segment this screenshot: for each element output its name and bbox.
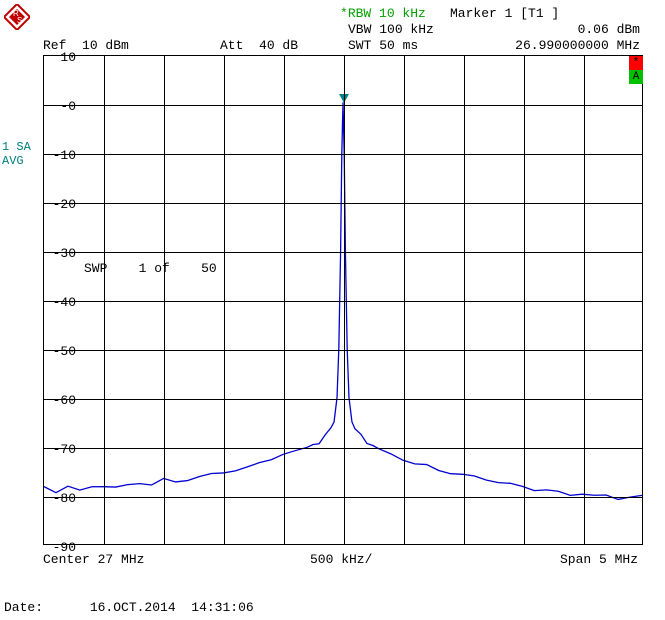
gridline-h — [44, 301, 642, 302]
svg-text:S: S — [17, 16, 22, 25]
marker-name: Marker 1 [T1 ] — [450, 6, 559, 21]
gridline-v — [284, 56, 285, 544]
gridline-h — [44, 497, 642, 498]
gridline-v — [464, 56, 465, 544]
gridline-h — [44, 448, 642, 449]
y-tick-label: -0 — [46, 99, 76, 114]
center-freq: Center 27 MHz — [43, 552, 144, 567]
att-readout: Att 40 dB — [220, 38, 298, 53]
gridline-v — [584, 56, 585, 544]
rbw-star: * — [340, 6, 348, 21]
spectrum-plot: * A SWP 1 of 50 10-0-10-20-30-40-50-60-7… — [43, 55, 643, 545]
trace-mode-1: 1 SA — [2, 140, 31, 154]
trace-mode-2: AVG — [2, 154, 24, 168]
gridline-v — [344, 56, 345, 544]
gridline-h — [44, 350, 642, 351]
gridline-h — [44, 203, 642, 204]
date-row: Date: 16.OCT.2014 14:31:06 — [4, 600, 254, 615]
status-badge-bottom: A — [629, 70, 643, 84]
y-tick-label: -80 — [46, 491, 76, 506]
span: Span 5 MHz — [560, 552, 638, 567]
logo-diamond: R S — [4, 4, 30, 34]
y-tick-label: 10 — [46, 50, 76, 65]
gridline-v — [524, 56, 525, 544]
swt-readout: SWT 50 ms — [348, 38, 418, 53]
y-tick-label: -20 — [46, 197, 76, 212]
trace-line — [44, 56, 642, 544]
per-div: 500 kHz/ — [310, 552, 372, 567]
y-tick-label: -40 — [46, 295, 76, 310]
vbw-readout: VBW 100 kHz — [348, 22, 434, 37]
y-tick-label: -30 — [46, 246, 76, 261]
gridline-h — [44, 252, 642, 253]
marker-amp: 0.06 dBm — [560, 22, 640, 37]
gridline-v — [164, 56, 165, 544]
status-badge-top: * — [629, 56, 643, 70]
gridline-h — [44, 105, 642, 106]
gridline-v — [224, 56, 225, 544]
y-tick-label: -50 — [46, 344, 76, 359]
rbw-readout: *RBW 10 kHz — [340, 6, 426, 21]
y-tick-label: -60 — [46, 393, 76, 408]
gridline-h — [44, 154, 642, 155]
gridline-h — [44, 399, 642, 400]
marker-freq: 26.990000000 MHz — [495, 38, 640, 53]
gridline-v — [404, 56, 405, 544]
y-tick-label: -10 — [46, 148, 76, 163]
gridline-v — [104, 56, 105, 544]
y-tick-label: -70 — [46, 442, 76, 457]
